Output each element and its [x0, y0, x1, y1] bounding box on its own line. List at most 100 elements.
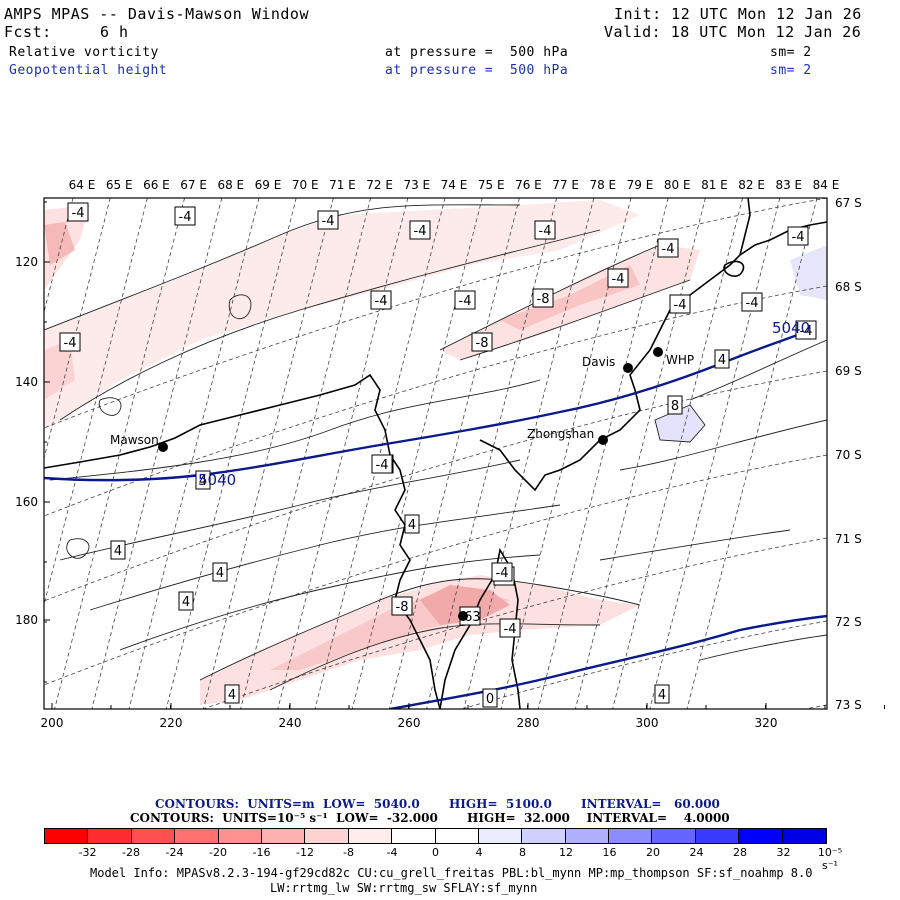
- colorbar-tick-label: 16: [602, 846, 617, 859]
- height-contours: [44, 332, 827, 709]
- meridian-line: [277, 198, 409, 709]
- vorticity-label-box: [371, 454, 393, 474]
- vorticity-label: 0: [486, 692, 494, 707]
- meridian-line: [54, 198, 185, 709]
- station-dot-zhongshan[interactable]: [598, 435, 608, 445]
- vorticity-label-box: [409, 220, 431, 240]
- vorticity-label: -4: [64, 336, 77, 351]
- longitude-label: 70 E: [292, 178, 319, 192]
- vorticity-label: -4: [792, 230, 805, 245]
- longitude-label: 83 E: [775, 178, 802, 192]
- meridian-line: [203, 198, 334, 709]
- colorbar: [44, 828, 827, 844]
- meridian-line: [44, 198, 111, 460]
- coastline-amery: [439, 547, 521, 709]
- vorticity-label-box: [317, 210, 339, 230]
- meridian-line: [314, 198, 446, 709]
- longitude-label: 71 E: [329, 178, 356, 192]
- shade-corner: [44, 222, 75, 265]
- vorticity-label: -4: [800, 324, 813, 339]
- plot-title: AMPS MPAS -- Davis-Mawson Window: [4, 5, 309, 23]
- meridian-line: [426, 198, 557, 709]
- longitude-label: 75 E: [478, 178, 505, 192]
- contour-line: [269, 623, 601, 691]
- vorticity-label-box: [59, 332, 81, 352]
- longitude-label: 80 E: [664, 178, 691, 192]
- vorticity-label-box: [212, 562, 228, 582]
- vorticity-label: 4: [658, 688, 666, 703]
- colorbar-swatch: [609, 829, 653, 843]
- vorticity-label: -4: [539, 224, 552, 239]
- island: [723, 260, 745, 277]
- station-label-whp: WHP: [666, 353, 694, 367]
- shade-davis-core: [500, 265, 640, 330]
- station-dot-davis[interactable]: [623, 363, 633, 373]
- map-axes: 64 E 65 E 66 E 67 E 68 E 69 E 70 E 71 E 72 E 73 E…: [15, 178, 885, 730]
- longitude-label: 73 E: [403, 178, 430, 192]
- vorticity-label-box: [110, 540, 126, 560]
- longitude-label: 82 E: [738, 178, 765, 192]
- station-dot-amery[interactable]: [458, 611, 468, 621]
- latitude-label: 69 S: [835, 364, 862, 378]
- vorticity-label-box: [532, 288, 554, 308]
- vorticity-label: -8: [396, 600, 409, 615]
- latitude-label: 68 S: [835, 280, 862, 294]
- height-label: 5040: [772, 319, 810, 337]
- y-axis-label: 120: [15, 255, 38, 269]
- vorticity-label: -4: [322, 214, 335, 229]
- field2-smoothing: sm= 2: [770, 63, 812, 78]
- colorbar-tick-label: 0: [432, 846, 439, 859]
- height-contour-5100: [389, 614, 827, 709]
- parallel-line: [44, 198, 827, 429]
- colorbar-tick-label: -8: [343, 846, 354, 859]
- latitude-label: 72 S: [835, 615, 862, 629]
- vorticity-label-box: [657, 238, 679, 258]
- contour-line: [49, 379, 541, 481]
- vorticity-labels: -4 -4 -4 -4 -4 -4 -4 -8 -8 -4 -4 -4 -4 -4 -4 -4 4 8 4 4 4 4 -4…: [59, 202, 817, 708]
- x-axis-label: 280: [517, 716, 540, 730]
- valid-time: Valid: 18 UTC Mon 12 Jan 26: [604, 23, 862, 41]
- vorticity-label-box: [482, 688, 498, 708]
- longitude-label: 79 E: [627, 178, 654, 192]
- parallel-line: [44, 285, 827, 517]
- vorticity-label-box: [741, 292, 763, 312]
- meridian-line: [128, 198, 260, 709]
- vorticity-label: -4: [179, 210, 192, 225]
- meridian-line: [389, 198, 520, 709]
- y-axis-label: 160: [15, 495, 38, 509]
- vorticity-label-box: [195, 470, 211, 490]
- x-axis-label: 240: [279, 716, 302, 730]
- colorbar-swatch: [131, 829, 176, 843]
- colorbar-swatch: [739, 829, 783, 843]
- station-dot-mawson[interactable]: [158, 442, 168, 452]
- model-info-line2: LW:rrtmg_lw SW:rrtmg_sw SFLAY:sf_mynn: [270, 881, 538, 895]
- vorticity-label-box: [795, 320, 817, 340]
- map-frame: [43, 197, 828, 710]
- contour-line: [439, 244, 661, 351]
- longitude-label: 72 E: [366, 178, 393, 192]
- vorticity-contour-info: CONTOURS: UNITS=10⁻⁵ s⁻¹ LOW= -32.000 HI…: [130, 811, 730, 825]
- x-axis-label: 300: [636, 716, 659, 730]
- station-label-zhongshan: Zhongshan: [527, 427, 594, 441]
- vorticity-label: 4: [114, 544, 122, 559]
- latitude-label: 73 S: [835, 698, 862, 712]
- contour-line: [199, 578, 641, 681]
- colorbar-swatch: [652, 829, 696, 843]
- latitude-label: 70 S: [835, 448, 862, 462]
- station-dot-whp[interactable]: [653, 347, 663, 357]
- colorbar-swatch: [782, 829, 827, 843]
- longitude-label: 68 E: [217, 178, 244, 192]
- longitude-label: 76 E: [515, 178, 542, 192]
- meridian-line: [612, 198, 743, 709]
- vorticity-label-box: [454, 290, 476, 310]
- colorbar-tick-label: -28: [122, 846, 140, 859]
- vorticity-label: -4: [674, 298, 687, 313]
- contour-line: [619, 419, 827, 471]
- shade-positive-east: [655, 405, 705, 442]
- parallel-line: [44, 454, 827, 686]
- vorticity-label: -4: [612, 272, 625, 287]
- colorbar-swatch: [478, 829, 523, 843]
- vorticity-label: -8: [537, 292, 550, 307]
- colorbar-swatch: [392, 829, 436, 843]
- parallel-line: [202, 537, 827, 709]
